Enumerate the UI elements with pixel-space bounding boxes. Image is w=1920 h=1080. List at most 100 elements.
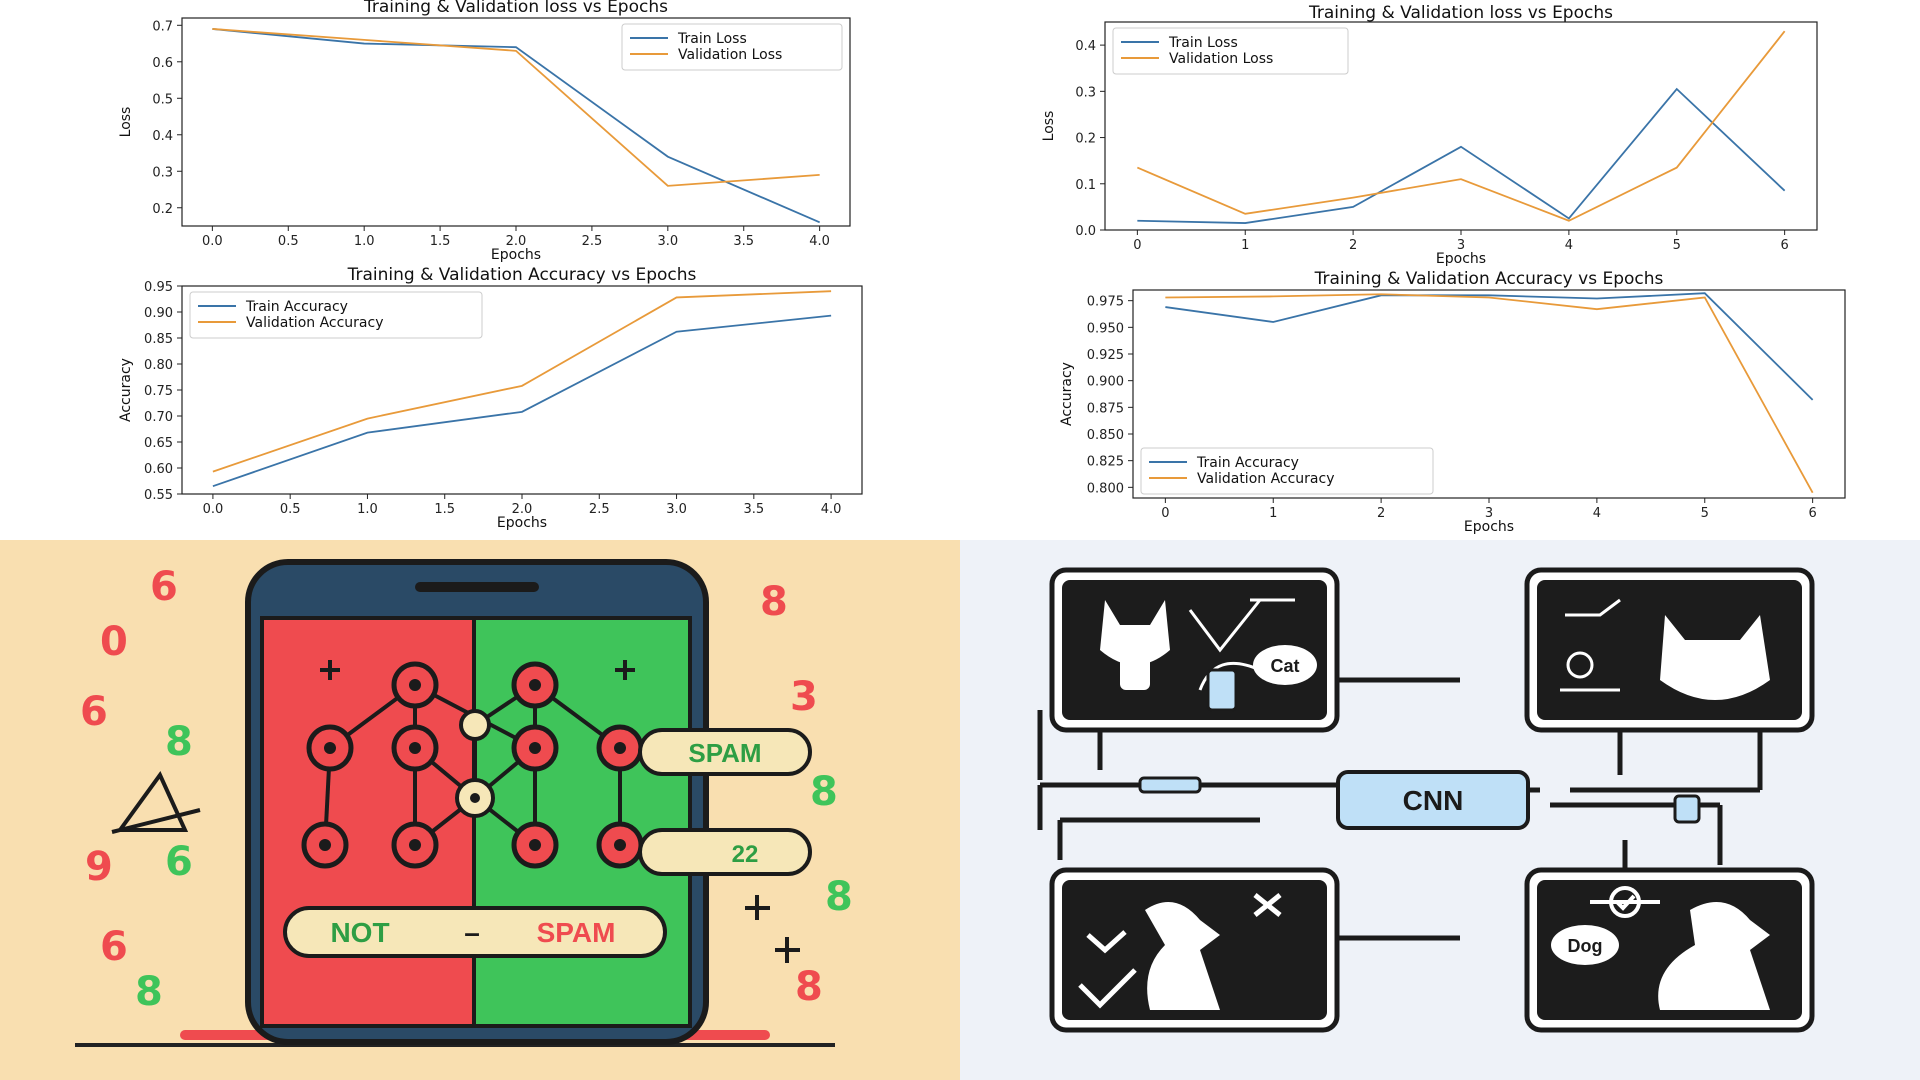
- svg-text:8: 8: [135, 969, 163, 1015]
- chart-title: Training & Validation loss vs Epochs: [1308, 3, 1613, 23]
- x-tick-label: 2.5: [589, 502, 610, 517]
- chart-accuracy-right: Training & Validation Accuracy vs Epochs…: [1059, 269, 1846, 535]
- y-tick-label: 0.4: [152, 129, 173, 144]
- y-tick-label: 0.6: [152, 56, 173, 71]
- x-tick-label: 3: [1485, 506, 1493, 521]
- connector-node: [1673, 794, 1701, 824]
- legend-entry: Train Loss: [677, 31, 747, 47]
- legend-box: [1112, 27, 1349, 75]
- svg-text:6: 6: [80, 689, 108, 735]
- y-tick-label: 0.925: [1087, 348, 1124, 363]
- svg-text:3: 3: [790, 674, 818, 720]
- x-tick-label: 1: [1269, 506, 1277, 521]
- x-tick-label: 0: [1161, 506, 1169, 521]
- x-tick-label: 0.5: [280, 502, 301, 517]
- svg-text:6: 6: [150, 564, 178, 610]
- dash-label: –: [464, 917, 480, 948]
- cat-icon: [1100, 600, 1170, 690]
- legend-entry: Validation Loss: [678, 47, 782, 63]
- y-tick-label: 0.80: [144, 358, 173, 373]
- y-tick-label: 0.3: [152, 165, 173, 180]
- x-tick-label: 4.0: [809, 234, 830, 249]
- x-tick-label: 0.5: [278, 234, 299, 249]
- x-tick-label: 6: [1808, 506, 1816, 521]
- cnn-box: [1336, 770, 1530, 830]
- number-pill: [638, 828, 812, 876]
- y-axis-label: Loss: [1041, 111, 1057, 142]
- x-tick-label: 3.0: [657, 234, 678, 249]
- y-tick-label: 0.2: [152, 202, 173, 217]
- x-tick-label: 2.0: [506, 234, 527, 249]
- chart-loss-right: Training & Validation loss vs Epochs 0 1 2 3…: [1041, 3, 1818, 267]
- y-tick-label: 0.0: [1075, 224, 1096, 239]
- cat-label-bubble: [1253, 645, 1317, 685]
- cnn-label: CNN: [1403, 785, 1464, 816]
- x-tick-label: 4.0: [821, 502, 842, 517]
- legend-box: [1140, 447, 1434, 495]
- dog-output-icon: [1658, 902, 1770, 1010]
- svg-text:8: 8: [760, 579, 788, 625]
- x-axis-label: Epochs: [1464, 519, 1514, 535]
- y-tick-label: 0.60: [144, 462, 173, 477]
- svg-text:6: 6: [100, 924, 128, 970]
- y-tick-label: 0.975: [1087, 295, 1124, 310]
- cat-face-icon: [1660, 615, 1770, 700]
- x-tick-label: 2: [1349, 238, 1357, 253]
- x-tick-label: 1: [1241, 238, 1249, 253]
- x-tick-label: 3.0: [666, 502, 687, 517]
- phone-speaker: [415, 582, 539, 592]
- check-circle-icon: [1590, 886, 1660, 918]
- x-tick-label: 0: [1133, 238, 1141, 253]
- svg-text:6: 6: [165, 839, 193, 885]
- number-pill-label: 22: [732, 841, 759, 868]
- chart-title: Training & Validation Accuracy vs Epochs: [347, 265, 697, 285]
- charts-area: Training & Validation loss vs Epochs 0.0 0…: [118, 0, 1846, 535]
- spam-label: SPAM: [537, 917, 616, 948]
- x-axis-label: Epochs: [1436, 251, 1486, 267]
- sparkle-icons: [320, 660, 800, 963]
- legend-entry: Validation Loss: [1169, 51, 1273, 67]
- y-tick-label: 0.85: [144, 332, 173, 347]
- x-tick-label: 5: [1673, 238, 1681, 253]
- y-tick-label: 0.825: [1087, 455, 1124, 470]
- y-tick-label: 0.875: [1087, 401, 1124, 416]
- y-tick-label: 0.800: [1087, 481, 1124, 496]
- x-axis-label: Epochs: [497, 515, 547, 531]
- svg-text:9: 9: [85, 844, 113, 890]
- spam-pill: [638, 728, 812, 776]
- y-tick-label: 0.95: [144, 280, 173, 295]
- y-tick-label: 0.70: [144, 410, 173, 425]
- legend-box: [621, 23, 843, 71]
- x-axis-label: Epochs: [491, 247, 541, 263]
- spam-illustration: SPAM 22 NOT – SPAM 6 0 6 8 9 6 6 8 8 3 8…: [0, 540, 960, 1080]
- x-tick-label: 0.0: [202, 234, 223, 249]
- dog-label: Dog: [1568, 936, 1603, 956]
- chart-accuracy-left: Training & Validation Accuracy vs Epochs…: [118, 265, 863, 531]
- chart-title: Training & Validation Accuracy vs Epochs: [1314, 269, 1664, 289]
- y-tick-label: 0.90: [144, 306, 173, 321]
- x-tick-label: 3.5: [733, 234, 754, 249]
- svg-text:8: 8: [795, 964, 823, 1010]
- y-axis-label: Accuracy: [1059, 362, 1075, 426]
- cat-label: Cat: [1270, 656, 1299, 676]
- x-tick-label: 3.5: [743, 502, 764, 517]
- x-tick-label: 1.0: [357, 502, 378, 517]
- y-tick-label: 0.1: [1075, 178, 1096, 193]
- legend-entry: Train Accuracy: [1196, 455, 1299, 471]
- dog-icon: [1145, 902, 1220, 1010]
- legend-entry: Validation Accuracy: [246, 315, 384, 331]
- y-tick-label: 0.65: [144, 436, 173, 451]
- y-tick-label: 0.7: [152, 19, 173, 34]
- chart-loss-left: Training & Validation loss vs Epochs 0.0 0…: [118, 0, 851, 263]
- y-axis-label: Loss: [118, 107, 134, 138]
- connector-node: [1206, 668, 1238, 712]
- check-icon: [1078, 893, 1282, 1009]
- chart-title: Training & Validation loss vs Epochs: [363, 0, 668, 17]
- x-tick-label: 4: [1565, 238, 1573, 253]
- x-tick-label: 4: [1593, 506, 1601, 521]
- x-tick-label: 2.0: [512, 502, 533, 517]
- y-tick-label: 0.55: [144, 488, 173, 503]
- x-tick-label: 0.0: [203, 502, 224, 517]
- x-tick-label: 6: [1780, 238, 1788, 253]
- triangle-icon: [111, 771, 201, 834]
